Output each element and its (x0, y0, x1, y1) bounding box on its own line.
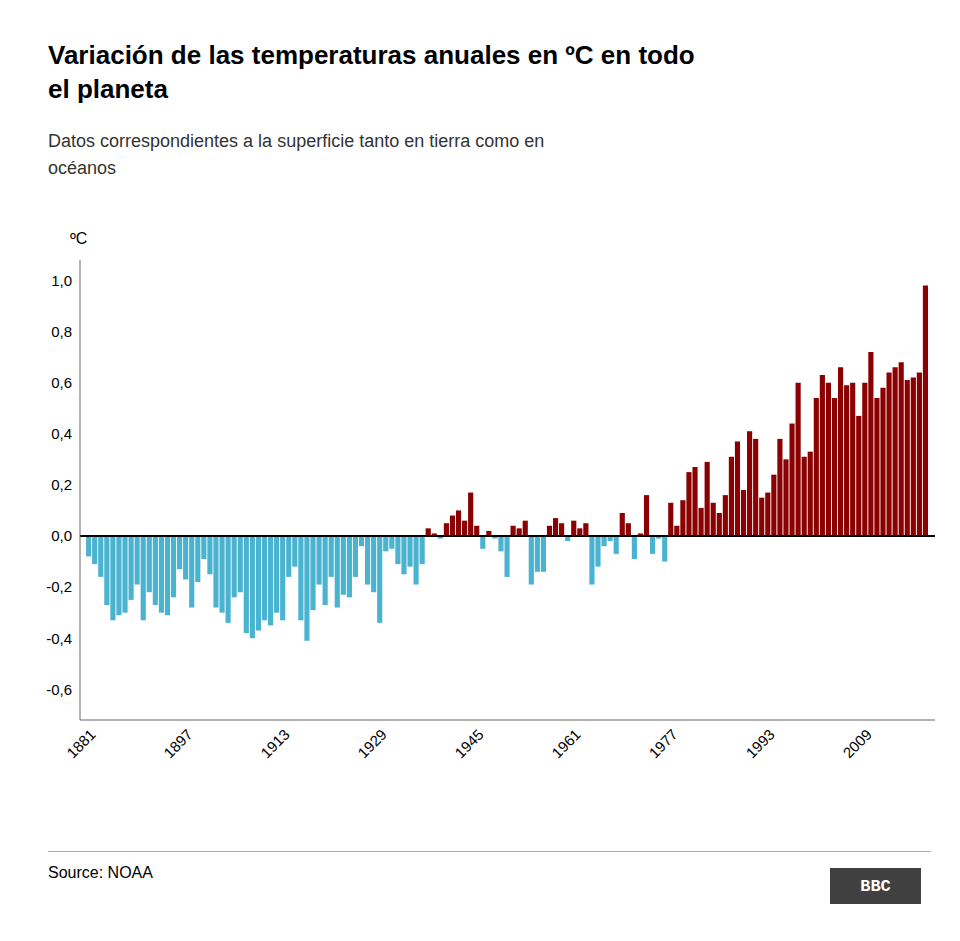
html-text:Source: NOAA: Source: NOAA (48, 864, 153, 881)
svg-text:1897: 1897 (160, 726, 196, 762)
svg-text:1961: 1961 (548, 726, 584, 762)
svg-text:2009: 2009 (839, 726, 875, 762)
svg-text:-0,4: -0,4 (46, 630, 72, 647)
html-text:ºC: ºC (70, 230, 88, 247)
html-text:BBC: BBC (860, 876, 891, 896)
svg-text:1945: 1945 (451, 726, 487, 762)
svg-text:1977: 1977 (645, 726, 681, 762)
svg-text:1913: 1913 (257, 726, 293, 762)
svg-text:1929: 1929 (354, 726, 390, 762)
svg-text:0,0: 0,0 (51, 527, 72, 544)
svg-text:1993: 1993 (742, 726, 778, 762)
svg-text:0,6: 0,6 (51, 374, 72, 391)
html-text:océanos: océanos (48, 158, 117, 178)
html-text:Datos correspondientes a la su: Datos correspondientes a la superficie t… (48, 131, 545, 151)
svg-text:-0,6: -0,6 (46, 681, 72, 698)
html-text:Variación de las temperaturas: Variación de las temperaturas anuales en… (48, 40, 695, 70)
svg-text:0,2: 0,2 (51, 476, 72, 493)
svg-text:0,4: 0,4 (51, 425, 72, 442)
svg-text:0,8: 0,8 (51, 323, 72, 340)
svg-text:1,0: 1,0 (51, 272, 72, 289)
svg-text:1881: 1881 (63, 726, 99, 762)
svg-text:-0,2: -0,2 (46, 578, 72, 595)
html-text:el planeta: el planeta (48, 74, 168, 104)
